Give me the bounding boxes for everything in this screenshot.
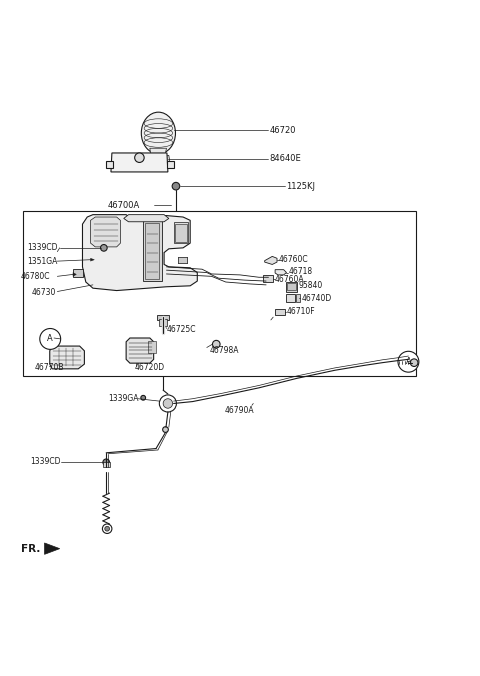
Text: 46710F: 46710F bbox=[287, 308, 315, 316]
Bar bbox=[167, 161, 174, 168]
Circle shape bbox=[135, 153, 144, 162]
Bar bbox=[23, 211, 416, 376]
Bar bbox=[263, 275, 273, 282]
Polygon shape bbox=[45, 543, 60, 554]
Circle shape bbox=[410, 359, 418, 366]
Bar bbox=[179, 258, 187, 263]
Bar bbox=[157, 315, 169, 320]
Circle shape bbox=[102, 524, 112, 533]
Circle shape bbox=[213, 341, 220, 348]
Text: 46730: 46730 bbox=[31, 289, 56, 297]
Polygon shape bbox=[264, 256, 277, 264]
Bar bbox=[286, 294, 295, 302]
Text: 46725C: 46725C bbox=[167, 325, 196, 334]
Circle shape bbox=[398, 352, 419, 372]
Circle shape bbox=[163, 427, 168, 433]
Bar bbox=[179, 258, 187, 263]
Polygon shape bbox=[111, 153, 168, 172]
Polygon shape bbox=[124, 215, 169, 222]
Circle shape bbox=[141, 395, 145, 400]
Polygon shape bbox=[91, 258, 95, 261]
Bar bbox=[148, 341, 156, 353]
Bar bbox=[288, 283, 296, 290]
Bar bbox=[103, 462, 110, 467]
Bar bbox=[297, 294, 300, 302]
Polygon shape bbox=[83, 215, 197, 291]
Text: 1351GA: 1351GA bbox=[27, 257, 58, 266]
Text: 1339GA: 1339GA bbox=[108, 394, 139, 403]
Text: 46720D: 46720D bbox=[135, 364, 165, 372]
Polygon shape bbox=[146, 155, 170, 162]
Bar bbox=[174, 222, 188, 243]
Bar bbox=[175, 224, 187, 242]
Circle shape bbox=[163, 399, 173, 408]
Bar bbox=[179, 258, 187, 263]
Bar bbox=[106, 161, 113, 168]
Text: 46798A: 46798A bbox=[209, 346, 239, 356]
Bar bbox=[159, 319, 167, 326]
Text: 95840: 95840 bbox=[299, 281, 323, 290]
Bar bbox=[145, 222, 159, 279]
Bar bbox=[179, 258, 187, 263]
Text: 46720: 46720 bbox=[269, 126, 296, 135]
Polygon shape bbox=[126, 338, 154, 363]
Circle shape bbox=[159, 395, 177, 412]
Text: 46780C: 46780C bbox=[21, 272, 50, 281]
Circle shape bbox=[172, 183, 180, 190]
Text: 84640E: 84640E bbox=[269, 154, 301, 163]
Circle shape bbox=[103, 459, 109, 466]
Text: A: A bbox=[406, 357, 411, 366]
Text: FR.: FR. bbox=[21, 544, 40, 554]
Text: 46700A: 46700A bbox=[108, 201, 140, 210]
Text: 1339CD: 1339CD bbox=[30, 457, 61, 466]
Text: 46740D: 46740D bbox=[301, 293, 332, 303]
Text: 1339CD: 1339CD bbox=[27, 243, 58, 252]
Text: A: A bbox=[48, 335, 53, 343]
Polygon shape bbox=[73, 272, 76, 276]
Text: 46760A: 46760A bbox=[275, 274, 305, 284]
Polygon shape bbox=[275, 270, 287, 275]
Bar bbox=[73, 269, 84, 277]
Text: 46770B: 46770B bbox=[35, 363, 64, 372]
Ellipse shape bbox=[141, 112, 176, 154]
Bar bbox=[275, 308, 285, 315]
Circle shape bbox=[40, 329, 60, 349]
Polygon shape bbox=[91, 217, 120, 247]
Text: 1125KJ: 1125KJ bbox=[287, 182, 315, 191]
Polygon shape bbox=[50, 346, 84, 369]
Polygon shape bbox=[150, 148, 167, 155]
Bar bbox=[286, 282, 298, 291]
Circle shape bbox=[100, 245, 107, 251]
Text: 46790A: 46790A bbox=[225, 406, 254, 414]
Bar bbox=[143, 220, 162, 281]
Circle shape bbox=[105, 527, 109, 531]
Text: 46718: 46718 bbox=[288, 267, 312, 276]
Text: 46760C: 46760C bbox=[279, 256, 309, 264]
